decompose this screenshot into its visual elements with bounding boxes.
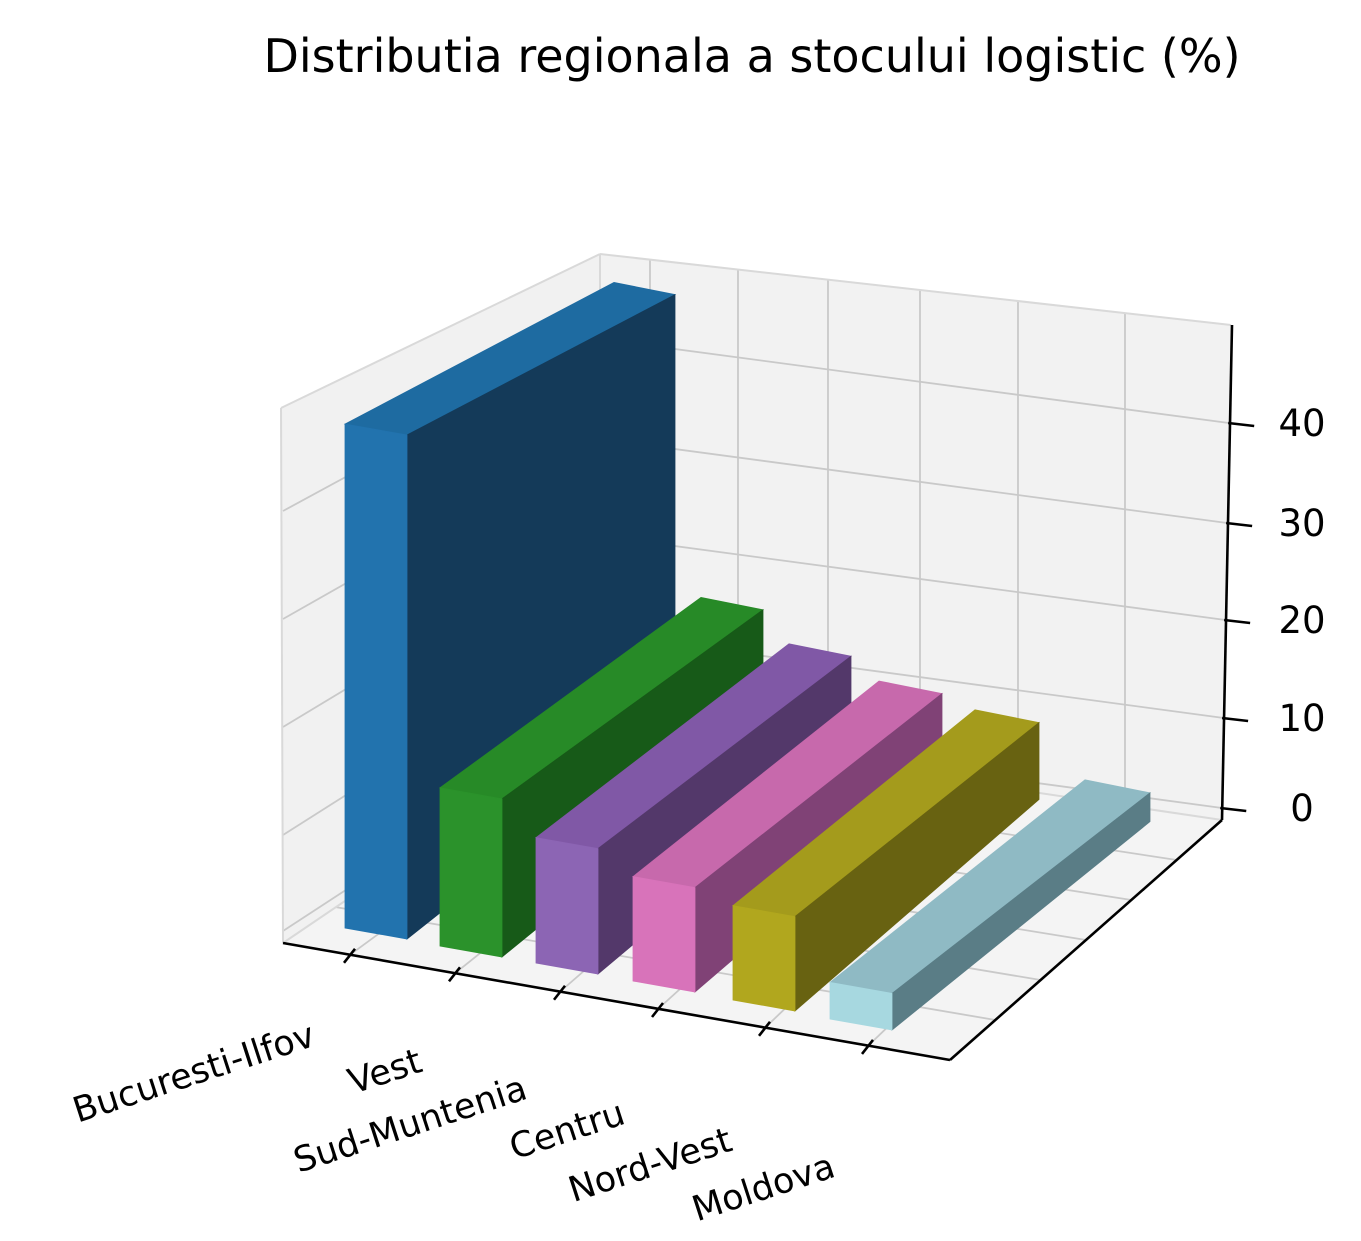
- bar-face-front: [535, 837, 599, 975]
- x-tick: [860, 1039, 875, 1055]
- bar-moldova: [829, 779, 1151, 1031]
- pane-edge-leftwall-front: [280, 407, 284, 944]
- x-tick: [757, 1021, 772, 1037]
- z-axis-line: [1220, 324, 1234, 821]
- bar-face-front: [829, 981, 893, 1031]
- bar-face-front: [732, 905, 796, 1012]
- z-tick: [1223, 618, 1251, 625]
- x-axis-line: [282, 941, 951, 1062]
- z-tick-label: 20: [1278, 599, 1325, 642]
- bar-face-front: [344, 423, 408, 940]
- z-tick-label: 40: [1278, 402, 1325, 445]
- category-label: Bucuresti-Ilfov: [68, 1016, 320, 1132]
- gridline-z-backwall: [599, 438, 1228, 524]
- z-tick-label: 30: [1278, 502, 1325, 545]
- x-tick: [650, 1002, 665, 1018]
- z-tick: [1220, 806, 1247, 813]
- z-tick-label: 0: [1290, 787, 1314, 830]
- x-tick: [342, 947, 357, 964]
- chart-title: Distributia regionala a stocului logisti…: [263, 29, 1240, 83]
- category-label: Sud-Muntenia: [289, 1069, 532, 1182]
- chart-root: 0 10 20 30 40 Bucuresti-Ilfov VestSud-Muntenia…: [68, 253, 1326, 1230]
- z-tick: [1228, 421, 1255, 428]
- z-tick-label: 10: [1278, 697, 1325, 740]
- z-tick: [1221, 716, 1249, 723]
- y-axis-line: [949, 819, 1223, 1061]
- pane-edge-leftwall-top: [280, 253, 601, 409]
- x-tick: [552, 984, 567, 1001]
- pane-edge-backwall-top: [599, 253, 1232, 326]
- x-tick: [447, 966, 462, 983]
- z-tick: [1225, 521, 1253, 528]
- gridline-z-backwall: [599, 535, 1226, 621]
- bar-nord-vest: [732, 709, 1040, 1012]
- bar-face-front: [439, 787, 503, 958]
- bar-face-front: [632, 876, 696, 993]
- gridline-z-backwall: [599, 338, 1229, 424]
- category-label: Vest: [343, 1042, 426, 1103]
